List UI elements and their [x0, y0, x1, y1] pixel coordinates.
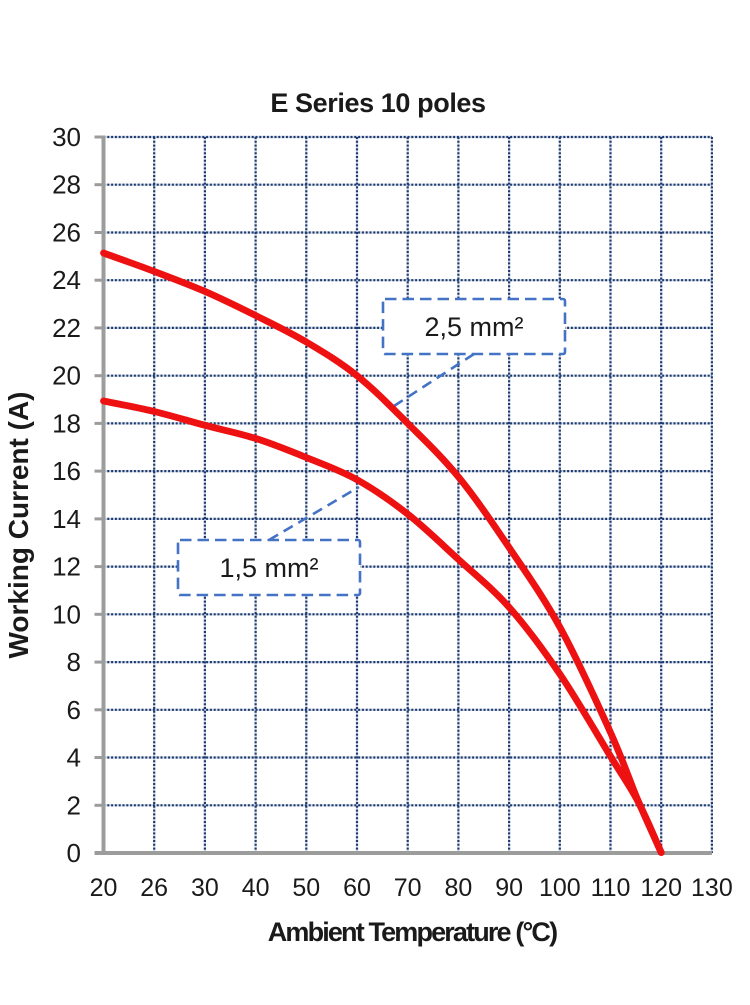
svg-text:Working Current (A): Working Current (A) [3, 391, 34, 658]
svg-text:120: 120 [640, 874, 682, 902]
svg-text:6: 6 [67, 695, 81, 725]
svg-text:110: 110 [591, 874, 631, 902]
svg-text:12: 12 [52, 552, 81, 582]
svg-text:4: 4 [67, 743, 81, 773]
svg-text:14: 14 [52, 504, 81, 534]
svg-text:Ambient Temperature (°C): Ambient Temperature (°C) [268, 917, 557, 947]
svg-text:26: 26 [52, 218, 81, 248]
svg-text:8: 8 [67, 647, 81, 677]
svg-text:26: 26 [140, 874, 168, 902]
svg-text:70: 70 [394, 874, 422, 902]
svg-text:50: 50 [292, 874, 320, 902]
svg-text:10: 10 [52, 599, 81, 629]
svg-text:80: 80 [444, 874, 472, 902]
svg-text:40: 40 [242, 874, 270, 902]
svg-text:16: 16 [52, 456, 81, 486]
svg-text:60: 60 [343, 874, 371, 902]
svg-text:20: 20 [90, 874, 118, 902]
svg-text:28: 28 [52, 170, 81, 200]
svg-text:30: 30 [191, 874, 219, 902]
svg-text:1,5 mm²: 1,5 mm² [219, 553, 318, 583]
svg-text:90: 90 [495, 874, 523, 902]
svg-text:130: 130 [691, 874, 733, 902]
svg-text:22: 22 [52, 313, 81, 343]
svg-text:24: 24 [52, 265, 81, 295]
svg-text:100: 100 [539, 874, 581, 902]
svg-text:2: 2 [67, 790, 81, 820]
svg-text:20: 20 [52, 361, 81, 391]
svg-text:30: 30 [52, 122, 81, 152]
svg-text:E Series 10 poles: E Series 10 poles [270, 88, 485, 118]
svg-text:0: 0 [67, 838, 81, 868]
svg-text:18: 18 [52, 408, 81, 438]
svg-text:2,5 mm²: 2,5 mm² [424, 312, 523, 342]
